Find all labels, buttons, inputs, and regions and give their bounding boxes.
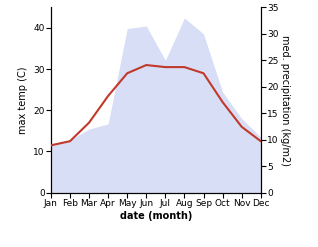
Y-axis label: med. precipitation (kg/m2): med. precipitation (kg/m2)	[280, 35, 290, 165]
Y-axis label: max temp (C): max temp (C)	[17, 66, 28, 134]
X-axis label: date (month): date (month)	[120, 211, 192, 221]
